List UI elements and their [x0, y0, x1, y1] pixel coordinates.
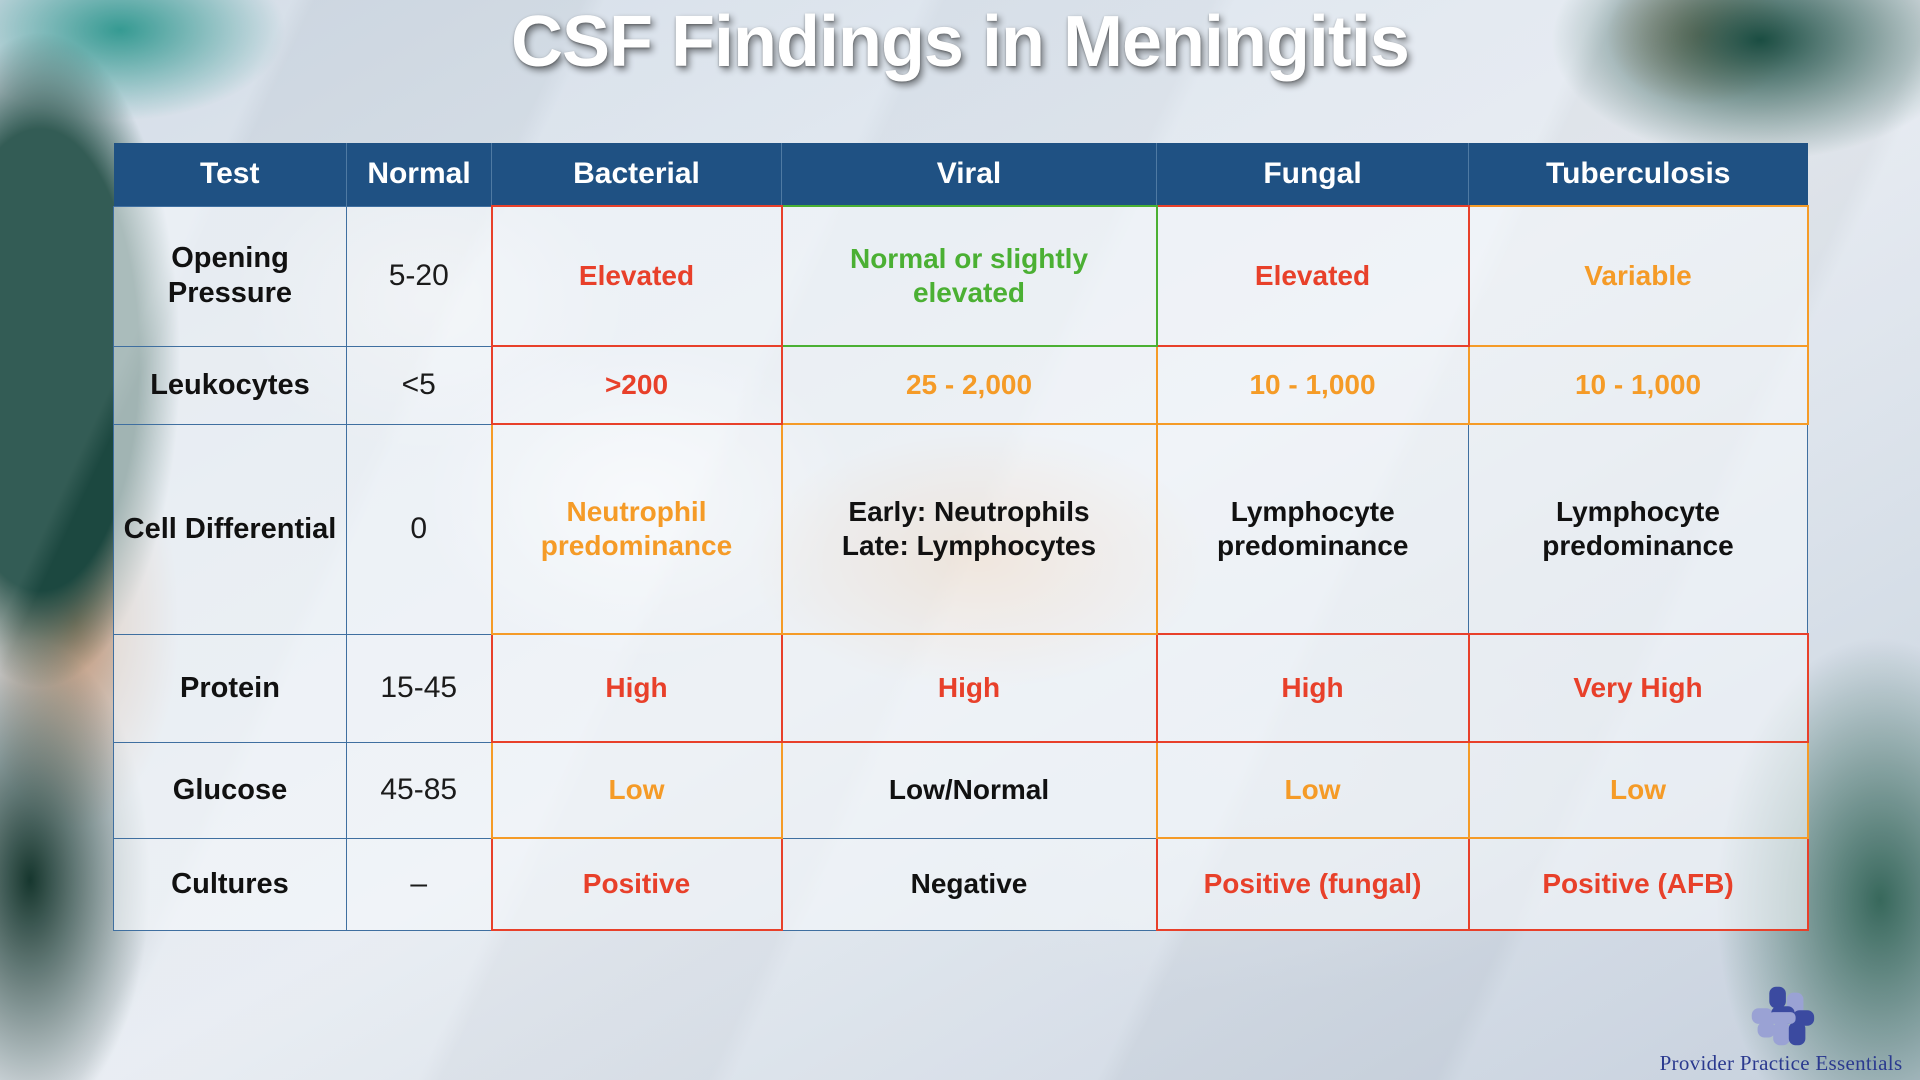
cell-fungal-glucose: Low	[1155, 741, 1470, 839]
cell-normal-protein: 15-45	[346, 633, 492, 743]
cell-bacterial-protein: High	[490, 633, 783, 743]
column-header-normal: Normal	[346, 143, 492, 206]
table-row: Cell Differential 0 Neutrophil predomina…	[113, 423, 1808, 635]
column-header-viral: Viral	[781, 143, 1157, 206]
column-header-bacterial: Bacterial	[491, 143, 782, 206]
cell-fungal-cell-differential: Lymphocyte predominance	[1156, 423, 1469, 635]
cell-fungal-opening-pressure: Elevated	[1155, 205, 1470, 347]
table-row: Glucose 45-85 Low Low/Normal Low Low	[113, 741, 1809, 839]
cell-tb-cell-differential: Lymphocyte predominance	[1468, 423, 1808, 635]
row-label-glucose: Glucose	[113, 741, 347, 839]
table-row: Leukocytes <5 >200 25 - 2,000 10 - 1,000…	[113, 345, 1809, 425]
cell-bacterial-cultures: Positive	[490, 837, 783, 931]
row-label-leukocytes: Leukocytes	[113, 345, 347, 425]
header-row: Test Normal Bacterial Viral Fungal Tuber…	[113, 143, 1808, 206]
cell-viral-protein: High	[780, 633, 1158, 743]
cell-viral-glucose: Low/Normal	[781, 741, 1157, 839]
cell-fungal-protein: High	[1155, 633, 1470, 743]
row-label-cultures: Cultures	[113, 837, 347, 931]
cell-fungal-cultures: Positive (fungal)	[1155, 837, 1470, 931]
page-title: CSF Findings in Meningitis	[511, 2, 1410, 82]
cell-bacterial-cell-differential: Neutrophil predominance	[490, 423, 783, 635]
cell-normal-cultures: –	[346, 837, 492, 931]
cell-bacterial-leukocytes: >200	[490, 345, 783, 425]
table-row: Opening Pressure 5-20 Elevated Normal or…	[113, 205, 1809, 347]
cell-normal-glucose: 45-85	[346, 741, 492, 839]
cell-tb-protein: Very High	[1467, 633, 1809, 743]
cell-fungal-leukocytes: 10 - 1,000	[1155, 345, 1470, 425]
cell-normal-leukocytes: <5	[346, 345, 492, 425]
column-header-test: Test	[113, 143, 347, 206]
cell-bacterial-opening-pressure: Elevated	[490, 205, 783, 347]
cell-tb-opening-pressure: Variable	[1467, 205, 1809, 347]
cell-tb-leukocytes: 10 - 1,000	[1467, 345, 1809, 425]
cell-normal-opening-pressure: 5-20	[346, 205, 492, 347]
table-header: Test Normal Bacterial Viral Fungal Tuber…	[113, 143, 1808, 206]
row-label-protein: Protein	[113, 633, 347, 743]
brand-name: Provider Practice Essentials	[1659, 1051, 1903, 1075]
cell-tb-cultures: Positive (AFB)	[1467, 837, 1809, 931]
cell-viral-leukocytes: 25 - 2,000	[780, 345, 1158, 425]
csf-findings-table-container: Test Normal Bacterial Viral Fungal Tuber…	[113, 143, 1809, 931]
cell-viral-line-late: Late: Lymphocytes	[841, 530, 1097, 561]
column-header-tuberculosis: Tuberculosis	[1468, 143, 1808, 206]
cell-bacterial-glucose: Low	[490, 741, 783, 839]
row-label-cell-differential: Cell Differential	[113, 423, 347, 635]
csf-findings-table: Test Normal Bacterial Viral Fungal Tuber…	[113, 143, 1809, 931]
cell-tb-glucose: Low	[1467, 741, 1809, 839]
cell-viral-cell-differential: Early: Neutrophils Late: Lymphocytes	[780, 423, 1158, 635]
cell-viral-cultures: Negative	[781, 837, 1157, 931]
medical-cross-icon	[1751, 986, 1815, 1046]
table-row: Cultures – Positive Negative Positive (f…	[113, 837, 1809, 931]
cell-normal-cell-differential: 0	[346, 423, 492, 635]
table-body: Opening Pressure 5-20 Elevated Normal or…	[113, 205, 1809, 931]
row-label-opening-pressure: Opening Pressure	[113, 205, 347, 347]
table-row: Protein 15-45 High High High Very High	[113, 633, 1809, 743]
column-header-fungal: Fungal	[1156, 143, 1469, 206]
cell-viral-opening-pressure: Normal or slightly elevated	[780, 205, 1158, 347]
cell-viral-line-early: Early: Neutrophils	[848, 496, 1090, 528]
brand-logo: Provider Practice Essentials	[1656, 979, 1906, 1076]
